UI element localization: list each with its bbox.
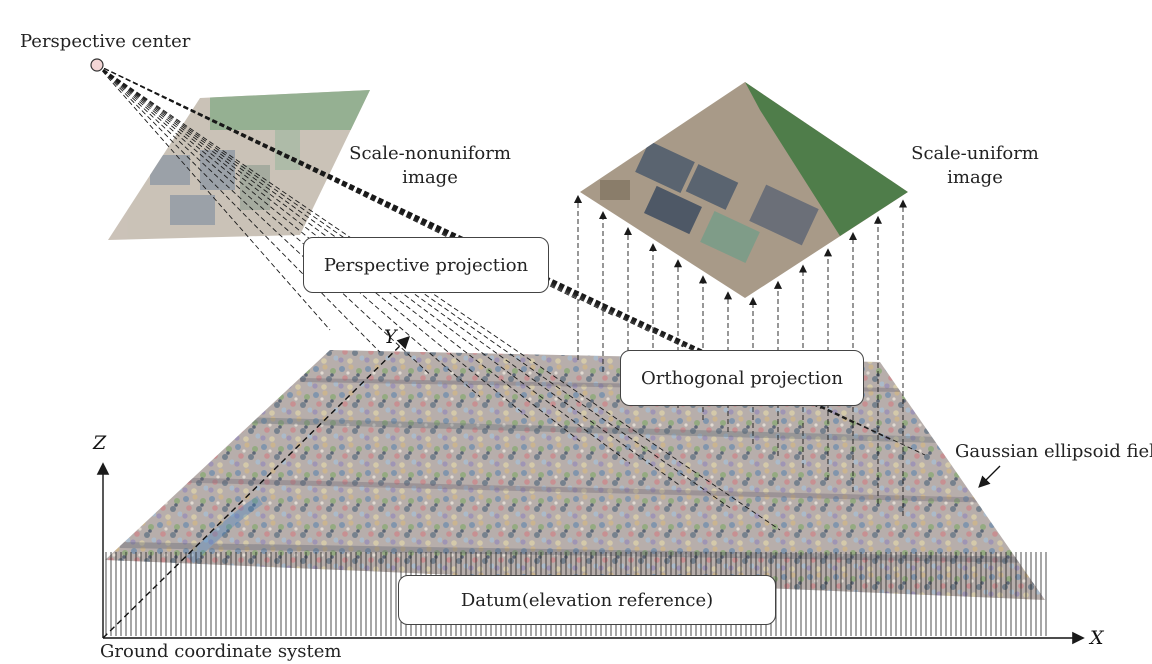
x-axis-label: X bbox=[1090, 627, 1104, 649]
perspective-ray-low bbox=[96, 64, 331, 331]
datum-box: Datum(elevation reference) bbox=[398, 575, 776, 625]
ground-coordinate-axes bbox=[96, 336, 1085, 645]
scale-uniform-label-line2: image bbox=[947, 167, 1003, 188]
perspective-ray-low bbox=[96, 64, 381, 353]
scale-uniform-image bbox=[580, 82, 908, 298]
y-axis-label: Y bbox=[384, 326, 397, 348]
scale-nonuniform-image bbox=[108, 90, 370, 240]
perspective-ray-low bbox=[96, 64, 531, 420]
perspective-ray-low bbox=[96, 64, 431, 375]
perspective-ray-low bbox=[96, 64, 781, 531]
perspective-projection-box: Perspective projection bbox=[303, 237, 549, 293]
orthogonal-projection-box: Orthogonal projection bbox=[620, 350, 864, 406]
perspective-ray-low bbox=[96, 64, 481, 398]
scale-nonuniform-label-line1: Scale-nonuniform bbox=[349, 143, 511, 164]
gaussian-field-pointer-arrow bbox=[978, 465, 1001, 488]
perspective-center-point bbox=[90, 58, 104, 72]
ground-coordinate-system-label: Ground coordinate system bbox=[100, 641, 342, 662]
y-axis-line bbox=[102, 336, 410, 639]
scale-uniform-label: Scale-uniform image bbox=[900, 142, 1050, 190]
perspective-center-label: Perspective center bbox=[20, 31, 191, 52]
perspective-ray bbox=[96, 64, 788, 394]
scale-nonuniform-label-line2: image bbox=[402, 167, 458, 188]
gaussian-field-label: Gaussian ellipsoid field bbox=[955, 441, 1152, 462]
perspective-ray bbox=[96, 64, 649, 332]
scale-uniform-label-line1: Scale-uniform bbox=[911, 143, 1039, 164]
z-axis-label: Z bbox=[93, 432, 107, 454]
scale-nonuniform-label: Scale-nonuniform image bbox=[340, 142, 520, 190]
